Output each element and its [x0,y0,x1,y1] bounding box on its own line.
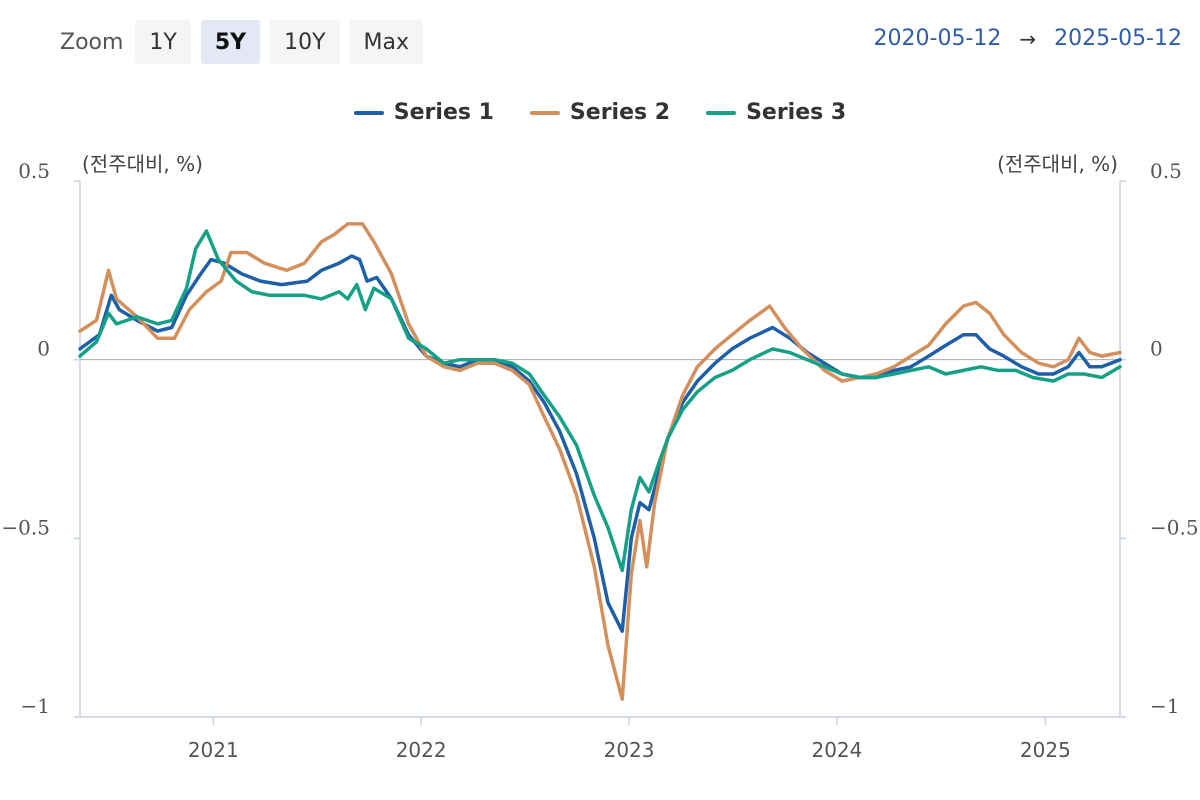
date-from[interactable]: 2020-05-12 [873,26,1002,51]
date-to[interactable]: 2025-05-12 [1054,26,1182,51]
x-tick-label: 2023 [604,738,655,762]
x-tick-label: 2021 [188,738,239,762]
y-tick-label-left: 0.5 [18,159,50,183]
legend-item-series-1[interactable]: Series 1 [353,100,494,125]
zoom-button-5y[interactable]: 5Y [200,20,261,64]
arrow-icon: → [1019,26,1037,51]
y-tick-label-right: −1 [1150,694,1179,718]
y-tick-label-left: 0 [37,337,50,361]
series-line-1 [78,254,1122,633]
x-tick-label: 2022 [396,738,447,762]
zoom-button-1y[interactable]: 1Y [135,20,191,64]
legend-swatch [706,110,737,115]
y-axis-unit-left: (전주대비, %) [82,152,203,176]
y-tick-label-right: 0.5 [1150,159,1182,183]
date-range: 2020-05-12 → 2025-05-12 [874,26,1182,51]
x-tick-label: 2024 [811,738,862,762]
zoom-bar: Zoom 1Y 5Y 10Y Max [60,20,424,64]
zoom-label: Zoom [60,29,124,55]
zoom-button-10y[interactable]: 10Y [270,20,340,64]
series-line-2 [78,222,1122,701]
legend-label: Series 1 [393,100,494,125]
zoom-button-max[interactable]: Max [349,20,424,64]
legend-item-series-2[interactable]: Series 2 [529,100,671,125]
y-tick-label-right: 0 [1150,337,1163,361]
legend-label: Series 2 [569,100,671,125]
y-tick-label-left: −0.5 [1,515,50,539]
chart-legend: Series 1 Series 2 Series 3 [0,100,1200,125]
legend-swatch [353,110,384,115]
legend-item-series-3[interactable]: Series 3 [706,100,846,125]
y-tick-label-left: −1 [21,694,50,718]
y-tick-label-right: −0.5 [1150,515,1199,539]
y-axis-unit-right: (전주대비, %) [997,152,1118,176]
legend-label: Series 3 [746,100,847,125]
series-line-3 [78,229,1122,573]
legend-swatch [529,110,560,115]
x-tick-label: 2025 [1020,738,1071,762]
